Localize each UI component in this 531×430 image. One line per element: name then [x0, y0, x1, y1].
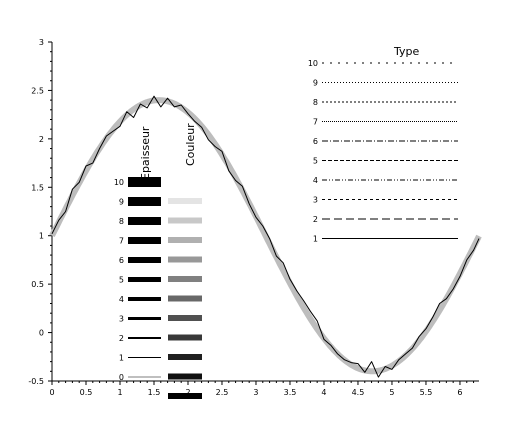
x-tick-label: 1.5 [148, 388, 161, 397]
x-tick-label: 0.5 [80, 388, 93, 397]
couleur-swatch [168, 198, 202, 204]
type-label: 1 [313, 235, 318, 244]
epaisseur-label: 9 [119, 198, 124, 207]
type-label: 8 [313, 98, 318, 107]
x-tick-label: 1 [117, 388, 122, 397]
epaisseur-label: 0 [119, 373, 124, 382]
x-tick-label: 6 [457, 388, 462, 397]
type-label: 7 [313, 118, 318, 127]
epaisseur-label: 6 [119, 256, 124, 265]
type-label: 10 [308, 59, 318, 68]
epaisseur-label: 4 [119, 295, 124, 304]
epaisseur-label: 3 [119, 315, 124, 324]
couleur-heading: Couleur [184, 123, 197, 166]
couleur-swatch [168, 334, 202, 341]
epaisseur-label: 2 [119, 334, 124, 343]
couleur-swatch [168, 295, 202, 302]
x-tick-label: 2.5 [216, 388, 229, 397]
x-tick-label: 4 [321, 388, 326, 397]
type-label: 5 [313, 157, 318, 166]
y-tick-label: 0.5 [31, 280, 44, 289]
x-tick-label: 2 [185, 388, 190, 397]
epaisseur-heading: Epaisseur [139, 126, 152, 180]
type-label: 2 [313, 215, 318, 224]
epaisseur-label: 1 [119, 354, 124, 363]
type-label: 6 [313, 137, 318, 146]
y-tick-label: 1 [39, 232, 44, 241]
x-tick-label: 0 [49, 388, 54, 397]
y-tick-label: 2 [39, 135, 44, 144]
couleur-swatch [168, 276, 202, 282]
type-label: 9 [313, 79, 318, 88]
epaisseur-label: 8 [119, 217, 124, 226]
couleur-swatch [168, 373, 202, 380]
x-tick-label: 3.5 [284, 388, 297, 397]
x-tick-label: 3 [253, 388, 258, 397]
y-tick-label: 1.5 [31, 183, 44, 192]
type-label: 3 [313, 196, 318, 205]
x-tick-label: 4.5 [352, 388, 365, 397]
y-tick-label: 2.5 [31, 86, 44, 95]
y-tick-label: 0 [39, 329, 44, 338]
couleur-swatch [168, 315, 202, 321]
y-tick-label: 3 [39, 38, 44, 47]
epaisseur-label: 7 [119, 237, 124, 246]
y-tick-label: -0.5 [28, 377, 44, 386]
type-heading: Type [393, 45, 419, 58]
x-tick-label: 5 [389, 388, 394, 397]
axes: 0 0.5 1 1.5 2 2.5 3 3.5 4 4.5 5 5.5 6 -0.5 0 0.5 1 1.5 2 2.… [28, 38, 479, 397]
epaisseur-label: 10 [114, 178, 124, 187]
x-tick-label: 5.5 [420, 388, 433, 397]
couleur-swatch [168, 393, 202, 399]
couleur-legend: Couleur [168, 123, 202, 399]
type-legend: Type 10 9 8 7 6 5 4 3 2 1 [308, 45, 458, 244]
couleur-swatch [168, 217, 202, 224]
type-label: 4 [313, 176, 318, 185]
epaisseur-label: 5 [119, 276, 124, 285]
series-layer [49, 95, 482, 378]
couleur-swatch [168, 256, 202, 263]
couleur-swatch [168, 237, 202, 243]
noisy-sine-line [51, 95, 480, 378]
couleur-swatch [168, 354, 202, 360]
